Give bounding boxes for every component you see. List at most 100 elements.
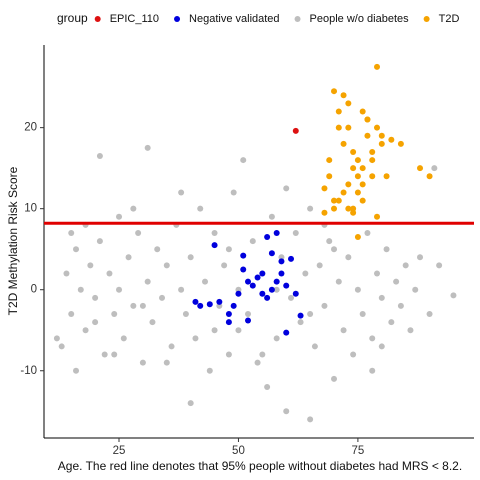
point	[77, 286, 84, 293]
point	[101, 351, 108, 358]
point	[369, 148, 376, 155]
point	[288, 294, 295, 301]
point	[326, 157, 333, 164]
point	[240, 252, 247, 259]
point	[221, 262, 228, 269]
point	[397, 302, 404, 309]
point	[354, 286, 361, 293]
point	[378, 294, 385, 301]
point	[96, 238, 103, 245]
point	[354, 157, 361, 164]
point	[302, 270, 309, 277]
point	[130, 205, 137, 212]
point	[359, 311, 366, 318]
point	[326, 238, 333, 245]
legend-swatch	[174, 16, 181, 22]
point	[163, 359, 170, 366]
x-tick-label: 50	[232, 445, 245, 457]
point	[388, 319, 395, 326]
point	[321, 209, 328, 216]
point	[374, 270, 381, 277]
point	[259, 351, 266, 358]
x-tick-label: 25	[113, 445, 126, 457]
point	[264, 234, 271, 241]
point	[393, 278, 400, 285]
y-axis-label: T2D Methylation Risk Score	[6, 166, 20, 315]
point	[431, 165, 438, 172]
point	[58, 343, 65, 350]
point	[417, 165, 424, 172]
point	[225, 246, 232, 253]
y-tick-label: 20	[24, 122, 37, 134]
point	[245, 278, 252, 285]
point	[216, 298, 223, 305]
point	[268, 286, 275, 293]
point	[259, 270, 266, 277]
point	[369, 367, 376, 374]
point	[273, 286, 280, 293]
point	[230, 189, 237, 196]
point	[144, 278, 151, 285]
point	[96, 153, 103, 160]
point	[378, 343, 385, 350]
point	[254, 359, 261, 366]
point	[397, 140, 404, 147]
point	[402, 262, 409, 269]
point	[417, 254, 424, 261]
point	[369, 157, 376, 164]
point	[273, 278, 280, 285]
point	[292, 290, 299, 297]
point	[426, 311, 433, 318]
point	[268, 213, 275, 220]
point	[159, 294, 166, 301]
legend-swatch	[423, 16, 430, 22]
point	[264, 294, 271, 301]
point	[340, 189, 347, 196]
point	[292, 127, 299, 134]
legend-swatch	[94, 16, 101, 22]
point	[192, 335, 199, 342]
point	[254, 274, 261, 281]
point	[125, 254, 132, 261]
y-tick-label: 10	[24, 203, 37, 215]
point	[120, 335, 127, 342]
point	[106, 270, 113, 277]
point	[369, 335, 376, 342]
point	[331, 246, 338, 253]
point	[268, 250, 275, 257]
point	[340, 327, 347, 334]
point	[311, 343, 318, 350]
point	[345, 124, 352, 131]
point	[407, 327, 414, 334]
point	[383, 173, 390, 180]
point	[273, 335, 280, 342]
point	[264, 383, 271, 390]
y-tick-label: -10	[20, 365, 37, 377]
point	[374, 63, 381, 70]
point	[345, 205, 352, 212]
point	[374, 124, 381, 131]
point	[235, 327, 242, 334]
point	[68, 311, 75, 318]
point	[388, 136, 395, 143]
legend-label: Negative validated	[189, 13, 280, 25]
point	[335, 278, 342, 285]
point	[130, 302, 137, 309]
point	[283, 329, 290, 336]
legend-swatch	[294, 16, 301, 22]
point	[82, 327, 89, 334]
point	[354, 234, 361, 241]
point	[230, 302, 237, 309]
point	[163, 262, 170, 269]
x-axis-label: Age. The red line denotes that 95% peopl…	[58, 459, 462, 473]
point	[307, 416, 314, 423]
point	[206, 367, 213, 374]
point	[245, 317, 252, 324]
point	[240, 157, 247, 164]
point	[139, 359, 146, 366]
point	[116, 286, 123, 293]
point	[154, 246, 161, 253]
point	[111, 311, 118, 318]
point	[350, 209, 357, 216]
point	[359, 181, 366, 188]
